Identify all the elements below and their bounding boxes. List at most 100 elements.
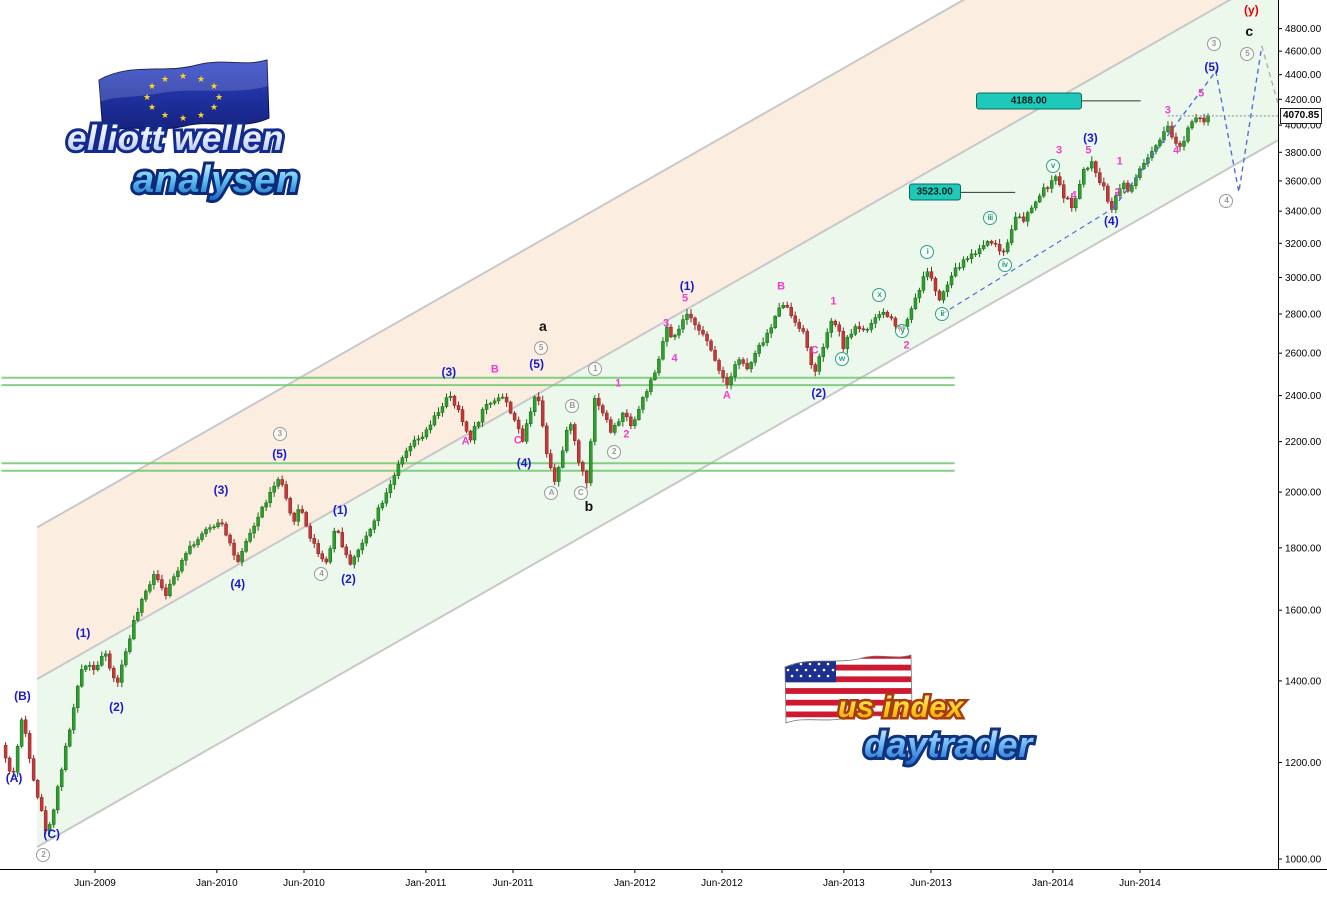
- candle-body: [629, 416, 633, 427]
- candle-body: [857, 326, 862, 329]
- candle-body: [268, 491, 272, 504]
- candle-body: [729, 376, 733, 385]
- candle-body: [1013, 216, 1018, 230]
- candle-body: [43, 810, 48, 832]
- candle-body: [264, 502, 268, 508]
- candle-body: [1082, 168, 1086, 185]
- svg-text:★: ★: [148, 81, 156, 91]
- svg-text:★: ★: [215, 92, 223, 102]
- candle-body: [989, 241, 994, 244]
- channel-line: [36, 0, 1232, 681]
- us-logo: us index daytrader: [784, 654, 1037, 768]
- candle-body: [420, 436, 425, 440]
- candle-body: [116, 677, 120, 683]
- candle-body: [276, 479, 280, 487]
- svg-text:★: ★: [179, 71, 187, 81]
- candle-body: [937, 290, 942, 301]
- candle-body: [893, 317, 898, 327]
- candle-body: [400, 457, 405, 465]
- candle-body: [761, 342, 765, 346]
- candle-body: [67, 729, 72, 747]
- candle-body: [500, 396, 505, 399]
- candle-body: [957, 267, 962, 269]
- candle-body: [813, 364, 817, 372]
- candle-body: [424, 429, 429, 438]
- candle-body: [136, 612, 140, 621]
- candle-body: [901, 326, 906, 329]
- svg-text:★: ★: [197, 74, 205, 84]
- candle-body: [464, 421, 469, 432]
- candle-body: [621, 412, 625, 422]
- candle-body: [1049, 180, 1054, 189]
- candle-body: [71, 707, 76, 731]
- candle-body: [332, 530, 337, 549]
- candle-body: [697, 324, 701, 331]
- candle-body: [292, 512, 296, 522]
- svg-text:★: ★: [179, 113, 187, 123]
- candle-body: [709, 340, 713, 351]
- candle-body: [909, 308, 914, 320]
- candle-body: [881, 311, 886, 315]
- candle-body: [653, 372, 657, 380]
- candle-body: [3, 744, 8, 759]
- candle-body: [1194, 117, 1198, 122]
- candle-body: [23, 719, 28, 734]
- candle-body: [79, 669, 84, 687]
- candle-body: [577, 440, 581, 463]
- candle-body: [35, 780, 40, 798]
- candle-body: [1130, 185, 1134, 192]
- candle-body: [753, 353, 757, 363]
- candle-body: [889, 316, 894, 319]
- candle-body: [885, 311, 890, 317]
- candle-body: [260, 506, 264, 518]
- candle-body: [1033, 201, 1038, 209]
- candle-body: [244, 540, 248, 552]
- candle-body: [1174, 136, 1178, 144]
- candle-body: [897, 325, 902, 329]
- candle-body: [388, 484, 393, 494]
- candle-body: [1190, 121, 1194, 129]
- candle-body: [176, 570, 180, 577]
- candle-body: [1138, 168, 1142, 178]
- candle-body: [1146, 157, 1150, 164]
- candle-body: [717, 360, 721, 371]
- candle-body: [408, 445, 413, 452]
- candle-body: [128, 638, 132, 652]
- candle-body: [180, 560, 184, 572]
- candle-body: [556, 467, 561, 482]
- candle-body: [336, 530, 341, 533]
- candle-body: [793, 315, 797, 323]
- candle-body: [436, 412, 441, 417]
- candle-body: [288, 498, 292, 514]
- candle-body: [1017, 216, 1022, 219]
- candle-body: [112, 667, 116, 679]
- candle-body: [236, 554, 240, 562]
- candle-body: [412, 439, 417, 447]
- candle-body: [817, 356, 822, 372]
- y-axis-label: 2600.00: [1285, 349, 1322, 360]
- candle-body: [220, 522, 224, 525]
- candle-body: [725, 377, 729, 385]
- candle-body: [152, 574, 156, 585]
- candle-body: [196, 539, 200, 546]
- candle-body: [953, 267, 958, 277]
- channel-band: [37, 0, 1278, 847]
- candle-body: [496, 397, 501, 402]
- candle-body: [540, 400, 545, 427]
- candle-body: [1158, 139, 1162, 146]
- candle-body: [705, 333, 709, 342]
- y-axis-label: 1600.00: [1285, 606, 1322, 617]
- candle-body: [240, 551, 244, 562]
- candle-body: [140, 599, 144, 613]
- candle-body: [564, 429, 569, 452]
- candle-body: [649, 379, 653, 392]
- candle-body: [416, 438, 421, 441]
- candle-body: [364, 535, 369, 544]
- y-axis-label: 2800.00: [1285, 309, 1322, 320]
- candle-body: [92, 665, 96, 670]
- candle-body: [63, 745, 68, 770]
- candle-body: [809, 347, 813, 365]
- candle-body: [701, 330, 705, 335]
